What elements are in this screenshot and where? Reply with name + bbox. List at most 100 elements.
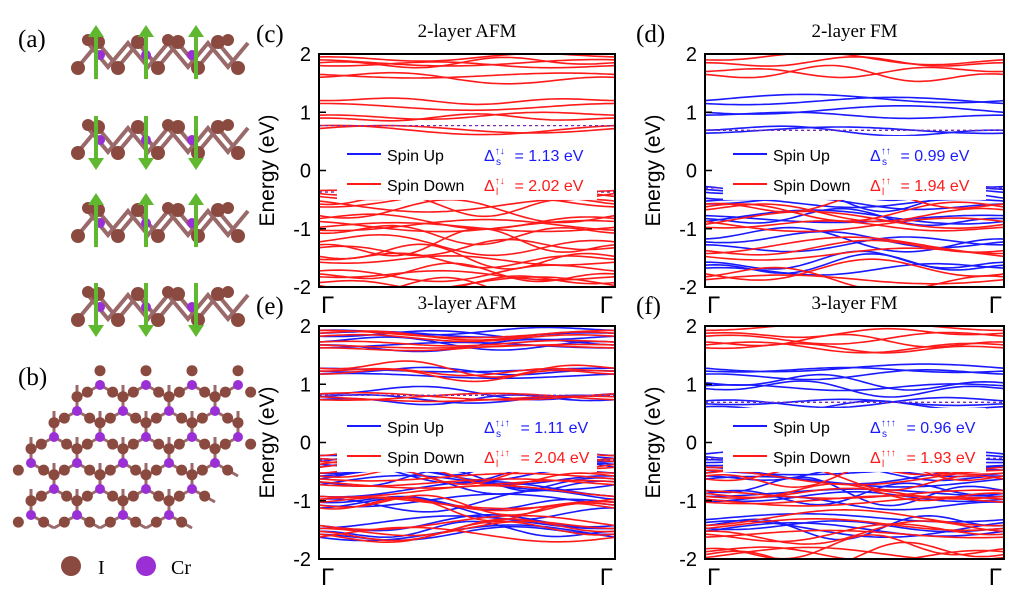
iodine-atom	[82, 119, 94, 131]
top-view-lattice	[12, 365, 257, 530]
iodine-atom	[153, 438, 165, 450]
gap-superscript: ↑↑↑	[881, 418, 896, 429]
gap-symbol: Δ	[484, 178, 495, 195]
panel-label: (d)	[636, 21, 665, 48]
iodine-atom	[61, 438, 73, 450]
band-line	[705, 64, 1004, 83]
band-line	[319, 61, 615, 69]
band-line	[319, 224, 615, 246]
chromium-atom	[95, 484, 105, 494]
band-line	[319, 360, 615, 378]
gap-superscript: ↑↑	[881, 176, 891, 187]
chromium-atom	[72, 458, 82, 468]
legend-spin-down-label: Spin Down	[387, 450, 464, 467]
iodine-atom	[111, 61, 125, 75]
iodine-atom	[71, 146, 85, 160]
band-line	[319, 218, 615, 232]
band-line	[319, 113, 615, 122]
band-line	[705, 331, 1004, 345]
spin-arrow-icon	[138, 325, 154, 337]
iodine-atom	[232, 417, 244, 429]
spin-arrow-icon	[88, 158, 104, 170]
band-line	[705, 258, 1004, 281]
legend-background	[337, 135, 597, 200]
band-line	[319, 368, 615, 383]
iodine-atom	[117, 443, 129, 455]
iodine-atom	[245, 438, 257, 450]
iodine-atom	[127, 490, 139, 502]
band-line	[319, 213, 615, 230]
chromium-atom	[141, 484, 151, 494]
x-tick-label: Γ	[989, 292, 1002, 319]
iodine-atom	[84, 412, 96, 424]
spin-arrow-icon	[138, 158, 154, 170]
chromium-atom	[210, 406, 220, 416]
band-panel: (e) 3-layer AFM 2 1 0 -1 -2 Energy (eV) Γ Γ Spin U…	[256, 293, 616, 589]
band-line	[705, 327, 1004, 339]
iodine-atom	[222, 412, 234, 424]
band-line	[705, 111, 1004, 120]
band-line	[319, 518, 615, 542]
iodine-atom	[71, 61, 85, 75]
chromium-atom	[187, 380, 197, 390]
gap-s-value: = 1.13 eV	[510, 148, 584, 165]
y-tick-label: -2	[293, 277, 311, 299]
iodine-atom	[173, 438, 185, 450]
iodine-atom	[127, 386, 139, 398]
iodine-atom	[117, 391, 129, 403]
chromium-atom	[164, 510, 174, 520]
iodine-atom	[38, 464, 50, 476]
band-line	[319, 97, 615, 106]
iodine-atom	[58, 516, 70, 528]
iodine-atom	[130, 464, 142, 476]
iodine-atom	[163, 495, 175, 507]
iodine-atom	[211, 287, 225, 301]
legend-spin-up-label: Spin Up	[387, 420, 444, 437]
legend-spin-down-label: Spin Down	[387, 178, 464, 195]
iodine-atom	[82, 286, 94, 298]
chromium-atom	[118, 458, 128, 468]
band-line	[319, 227, 615, 257]
band-line	[319, 72, 615, 79]
band-line	[319, 391, 615, 401]
iodine-atom	[186, 469, 198, 481]
gap-l-value: = 2.02 eV	[510, 178, 584, 195]
gap-s-annotation: Δ↑↓ s = 1.13 eV	[484, 146, 584, 168]
spin-arrow-icon	[188, 325, 204, 337]
gap-subscript: s	[496, 429, 501, 440]
gap-superscript: ↑↑↑	[881, 448, 896, 459]
gap-s-annotation: Δ↑↓↑ s = 1.11 eV	[484, 418, 589, 440]
iodine-atom	[162, 286, 174, 298]
iodine-atom	[151, 61, 165, 75]
iodine-atom	[131, 35, 145, 49]
gap-s-value: = 1.11 eV	[516, 420, 589, 437]
iodine-atom	[162, 119, 174, 131]
band-panel: (c) 2-layer AFM 2 1 0 -1 -2 Energy (eV) Γ Γ Spin U…	[256, 21, 616, 319]
iodine-atom	[222, 202, 234, 214]
band-line	[319, 497, 615, 522]
iodine-atom	[211, 203, 225, 217]
band-line	[319, 480, 615, 498]
band-line	[705, 529, 1004, 539]
iodine-atom	[171, 287, 185, 301]
iodine-atom	[131, 287, 145, 301]
chromium-atom	[164, 458, 174, 468]
band-line	[319, 238, 615, 257]
chromium-atom	[72, 510, 82, 520]
y-tick-label: 2	[686, 316, 697, 338]
spin-arrow-icon	[138, 193, 154, 205]
gap-s-annotation: Δ↑↑ s = 0.99 eV	[870, 146, 970, 168]
gap-l-annotation: Δ↑↓ l = 2.02 eV	[484, 176, 584, 198]
gap-s-value: = 0.99 eV	[896, 148, 970, 165]
iodine-atom	[25, 443, 37, 455]
chromium-atom	[118, 406, 128, 416]
iodine-atom	[12, 516, 24, 528]
iodine-atom	[25, 495, 37, 507]
band-line	[705, 55, 1004, 67]
chromium-atom	[26, 458, 36, 468]
panel-label: (c)	[256, 21, 284, 48]
band-line	[319, 243, 615, 270]
iodine-atom	[35, 490, 47, 502]
spin-arrow-icon	[88, 193, 104, 205]
band-line	[705, 96, 1004, 106]
